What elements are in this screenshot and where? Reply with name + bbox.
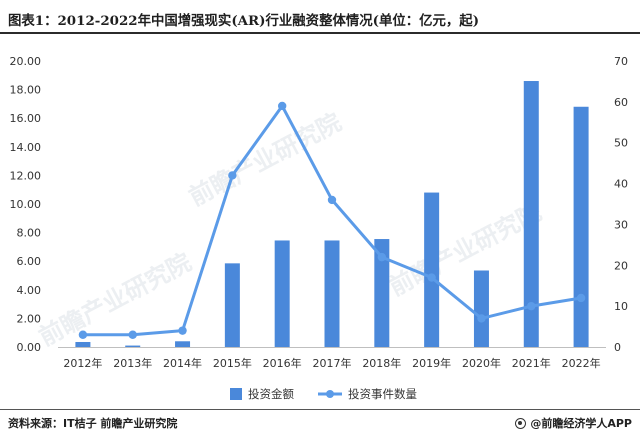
bar [523,81,539,348]
right-tick-label: 40 [614,178,628,191]
legend-line-marker [326,390,334,398]
right-axis: 0 10 20 30 40 50 60 70 [614,55,628,354]
bar [374,239,390,347]
x-tick-label: 2016年 [263,356,302,370]
brand-credit: @前瞻经济学人APP [515,415,632,431]
line-point [128,330,137,339]
footer-divider [0,409,640,410]
line-point [527,301,536,311]
chart-area: 0.00 2.00 4.00 6.00 8.00 10.00 12.00 14.00 16.00… [10,55,629,401]
left-tick-label: 2.00 [17,312,42,325]
brand-text: @前瞻经济学人APP [530,417,632,430]
line-point [477,314,486,323]
left-tick-label: 6.00 [17,255,42,268]
bar-series [75,81,589,348]
x-tick-label: 2015年 [213,356,252,370]
line-point [277,101,287,111]
right-tick-label: 70 [614,55,628,68]
line-point [178,326,187,335]
bar [274,240,290,347]
bar [224,263,240,347]
x-tick-label: 2020年 [462,356,501,370]
right-tick-label: 20 [614,259,628,272]
right-tick-label: 30 [614,218,628,231]
bar [324,240,340,347]
bar [424,192,440,347]
left-tick-label: 8.00 [17,227,42,240]
line-point [377,252,387,262]
right-tick-label: 60 [614,96,628,109]
line-series [78,101,586,339]
left-tick-label: 4.00 [17,284,42,297]
left-tick-label: 0.00 [17,341,42,354]
brand-logo-icon [515,417,527,429]
line-point [576,293,586,303]
chart-title: 图表1：2012-2022年中国增强现实(AR)行业融资整体情况(单位：亿元，起… [8,13,480,29]
right-tick-label: 0 [614,341,621,354]
line-point [327,195,337,205]
x-tick-label: 2012年 [63,356,102,370]
line-point [78,330,88,339]
left-tick-label: 18.00 [10,84,42,97]
left-tick-label: 10.00 [10,198,42,211]
legend-bar-swatch [230,388,242,400]
right-tick-label: 10 [614,300,628,313]
bar [473,270,489,347]
line-point [228,171,237,180]
bar [75,341,91,347]
x-tick-label: 2013年 [113,356,152,370]
left-tick-label: 14.00 [10,141,42,154]
x-tick-label: 2017年 [313,356,352,370]
legend-label: 投资金额 [248,387,294,401]
right-tick-label: 50 [614,137,628,150]
line-point [427,273,436,282]
x-tick-label: 2019年 [412,356,451,370]
left-tick-label: 12.00 [10,169,42,182]
left-axis: 0.00 2.00 4.00 6.00 8.00 10.00 12.00 14.00 16.00… [10,55,42,354]
x-axis: 2012年 2013年 2014年 2015年 2016年 2017年 2018年 2019年… [58,347,606,370]
bar [125,345,141,347]
title-divider [0,32,640,34]
x-tick-label: 2018年 [362,356,401,370]
source-note: 资料来源：IT桔子 前瞻产业研究院 [8,417,178,430]
x-tick-label: 2022年 [562,356,601,370]
bar [573,106,589,347]
left-tick-label: 16.00 [10,112,42,125]
x-tick-label: 2014年 [163,356,202,370]
x-tick-label: 2021年 [512,356,551,370]
bar [175,341,191,347]
left-tick-label: 20.00 [10,55,42,68]
legend: 投资金额 投资事件数量 [230,387,417,401]
legend-label: 投资事件数量 [348,387,417,401]
